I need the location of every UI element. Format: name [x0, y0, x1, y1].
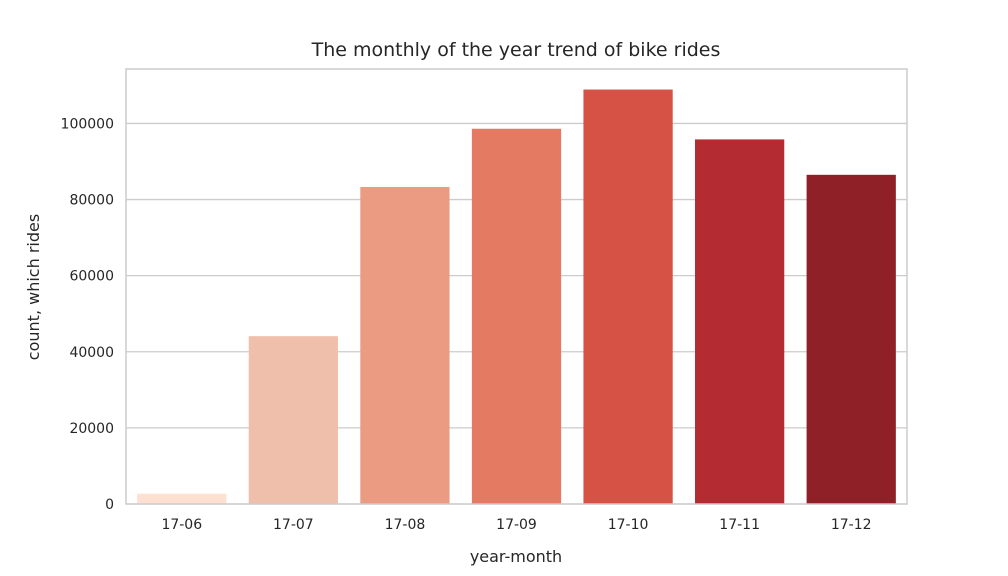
bar-17-10	[583, 89, 673, 504]
x-tick-label: 17-10	[608, 517, 649, 533]
y-tick-labels: 0 20000 40000 60000 80000 100000	[61, 116, 114, 513]
y-tick-label: 80000	[69, 193, 114, 209]
bars	[137, 89, 896, 504]
x-tick-label: 17-09	[496, 517, 537, 533]
x-axis-label: year-month	[470, 547, 562, 566]
x-tick-label: 17-08	[385, 517, 426, 533]
x-tick-label: 17-12	[831, 517, 872, 533]
x-tick-labels: 17-06 17-07 17-08 17-09 17-10 17-11 17-12	[161, 517, 871, 533]
x-tick-label: 17-07	[273, 517, 314, 533]
bar-17-11	[695, 139, 785, 504]
y-tick-label: 40000	[69, 345, 114, 361]
y-tick-label: 0	[105, 497, 114, 513]
bar-17-12	[806, 174, 896, 504]
y-tick-label: 60000	[69, 269, 114, 285]
bar-17-06	[137, 493, 227, 504]
x-tick-label: 17-06	[161, 517, 202, 533]
bar-17-07	[248, 336, 338, 504]
bar-17-08	[360, 186, 450, 504]
y-tick-label: 20000	[69, 421, 114, 437]
y-tick-label: 100000	[61, 116, 114, 132]
y-axis-label: count, which rides	[24, 214, 43, 360]
plot-frame	[125, 68, 908, 505]
x-tick-label: 17-11	[719, 517, 760, 533]
bar-17-09	[471, 128, 562, 504]
chart-title: The monthly of the year trend of bike ri…	[311, 39, 721, 61]
